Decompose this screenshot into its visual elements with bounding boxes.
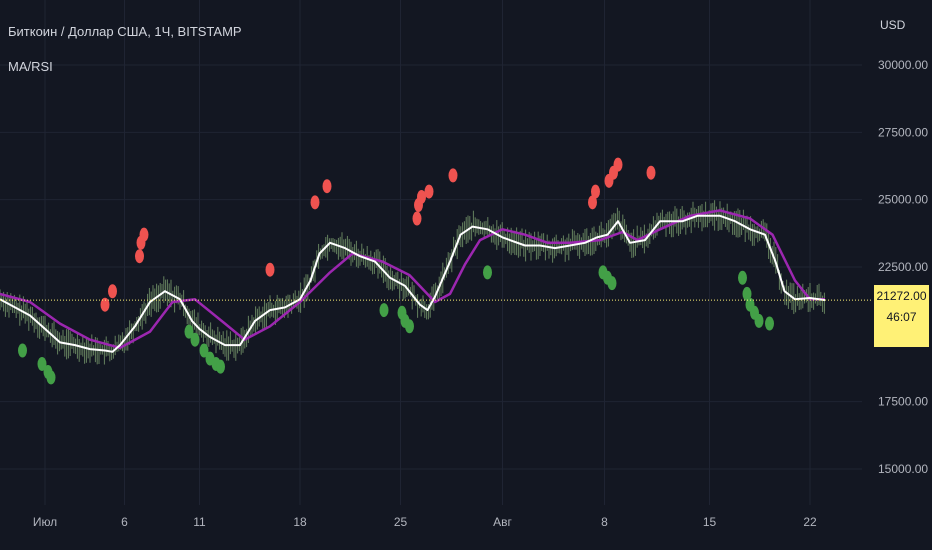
ma-series-line bbox=[0, 209, 825, 350]
chart-title[interactable]: Биткоин / Доллар США, 1Ч, BITSTAMP bbox=[8, 24, 242, 39]
candle-wicks bbox=[0, 200, 825, 365]
buy-marker bbox=[742, 286, 752, 301]
sell-marker bbox=[139, 227, 149, 242]
buy-marker bbox=[738, 270, 747, 285]
currency-label[interactable]: USD bbox=[880, 18, 906, 32]
y-axis: 30000.00 27500.00 25000.00 22500.00 17500.00… bbox=[878, 58, 928, 476]
buy-marker bbox=[190, 332, 200, 347]
x-tick-label: 18 bbox=[293, 515, 307, 529]
buy-marker bbox=[607, 276, 617, 291]
grid-lines bbox=[0, 0, 862, 505]
buy-marker bbox=[199, 343, 209, 358]
x-axis: Июл 6 11 18 25 Авг 8 15 22 bbox=[33, 515, 817, 529]
sell-marker bbox=[424, 184, 434, 199]
buy-marker bbox=[405, 319, 414, 334]
sell-marker bbox=[310, 195, 320, 210]
x-tick-label: 6 bbox=[121, 515, 128, 529]
sell-marker bbox=[322, 179, 332, 194]
x-tick-label: 11 bbox=[193, 515, 206, 529]
buy-marker bbox=[754, 313, 764, 328]
y-tick-label: 22500.00 bbox=[878, 260, 928, 274]
sell-marker bbox=[100, 297, 110, 312]
y-tick-label: 27500.00 bbox=[878, 125, 928, 139]
x-tick-label: 25 bbox=[394, 515, 408, 529]
buy-marker bbox=[379, 303, 389, 318]
buy-marker bbox=[216, 359, 225, 374]
sell-marker bbox=[108, 284, 117, 299]
bar-countdown-badge: 46:07 bbox=[874, 307, 929, 347]
y-tick-label: 30000.00 bbox=[878, 58, 928, 72]
x-tick-label: 15 bbox=[703, 515, 717, 529]
sell-marker bbox=[448, 168, 458, 183]
sell-marker bbox=[265, 262, 275, 277]
sell-marker bbox=[417, 189, 426, 204]
rsi-markers bbox=[18, 157, 774, 385]
y-tick-label: 25000.00 bbox=[878, 193, 928, 207]
sell-marker bbox=[591, 184, 600, 199]
sell-marker bbox=[588, 195, 597, 210]
y-tick-label: 17500.00 bbox=[878, 395, 928, 409]
buy-marker bbox=[184, 324, 194, 339]
sell-marker bbox=[412, 211, 422, 226]
y-tick-label: 15000.00 bbox=[878, 462, 928, 476]
price-series-line bbox=[0, 214, 826, 353]
sell-marker bbox=[613, 157, 623, 172]
sell-marker bbox=[135, 249, 144, 264]
buy-marker bbox=[18, 343, 27, 358]
x-tick-label: 8 bbox=[601, 515, 608, 529]
buy-marker bbox=[46, 370, 56, 385]
buy-marker bbox=[483, 265, 492, 280]
x-tick-label: 22 bbox=[803, 515, 817, 529]
last-price-badge: 21272.00 bbox=[874, 285, 929, 307]
sell-marker bbox=[646, 165, 656, 180]
series-lines bbox=[0, 209, 826, 353]
x-tick-label: Авг bbox=[493, 515, 512, 529]
indicator-legend[interactable]: MA/RSI bbox=[8, 59, 53, 74]
buy-marker bbox=[37, 356, 47, 371]
buy-marker bbox=[765, 316, 774, 331]
x-tick-label: Июл bbox=[33, 515, 57, 529]
